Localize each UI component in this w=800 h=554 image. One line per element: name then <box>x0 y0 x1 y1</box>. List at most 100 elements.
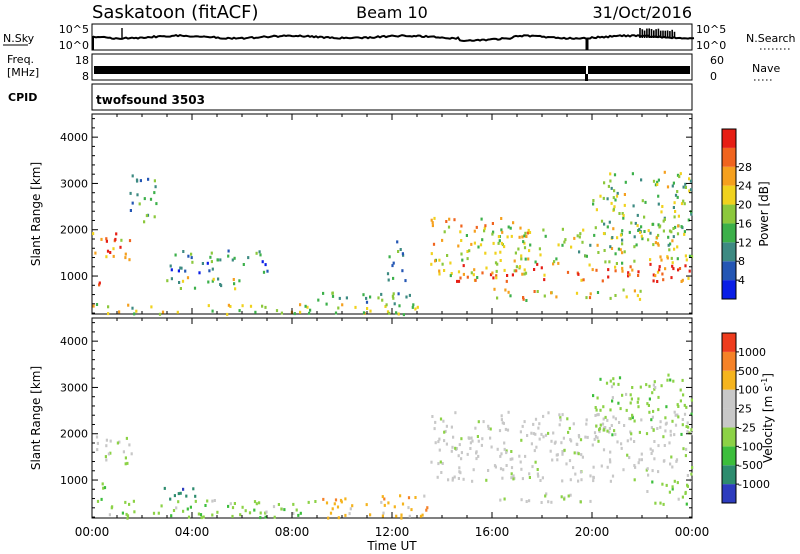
data-cell <box>202 515 205 519</box>
data-cell <box>453 218 456 222</box>
y-tick-label: 2000 <box>60 224 88 237</box>
data-cell <box>532 422 535 426</box>
data-cell <box>629 265 632 269</box>
data-cell <box>293 312 296 316</box>
data-cell <box>544 234 547 238</box>
data-cell <box>392 292 395 296</box>
data-cell <box>154 185 157 189</box>
data-cell <box>628 417 631 421</box>
data-cell <box>611 433 614 437</box>
data-cell <box>597 251 600 254</box>
data-cell <box>460 239 463 242</box>
data-cell <box>547 500 550 504</box>
data-cell <box>266 269 269 273</box>
data-cell <box>667 243 670 247</box>
data-cell <box>522 297 525 301</box>
data-cell <box>607 275 610 279</box>
data-cell <box>543 278 546 282</box>
colorbar-swatch <box>722 370 736 390</box>
data-cell <box>521 272 524 276</box>
data-cell <box>633 289 636 293</box>
data-cell <box>592 479 595 483</box>
data-cell <box>262 270 266 274</box>
data-cell <box>609 460 612 464</box>
data-cell <box>652 273 655 277</box>
data-cell <box>657 194 660 198</box>
data-cell <box>630 397 633 401</box>
data-cell <box>603 249 606 252</box>
data-cell <box>498 429 502 433</box>
data-cell <box>595 268 598 272</box>
data-cell <box>153 179 156 183</box>
data-cell <box>614 294 617 297</box>
data-cell <box>496 296 499 300</box>
data-cell <box>612 196 615 200</box>
data-cell <box>524 454 527 458</box>
data-cell <box>649 262 652 266</box>
data-cell <box>476 435 479 438</box>
data-cell <box>444 429 447 433</box>
data-cell <box>671 261 674 265</box>
time-tick-label: 16:00 <box>475 525 510 539</box>
data-cell <box>658 268 661 272</box>
data-cell <box>620 446 623 450</box>
data-cell <box>568 459 572 463</box>
data-cell <box>650 452 653 455</box>
data-cell <box>672 267 675 271</box>
data-cell <box>643 215 646 219</box>
data-cell <box>521 424 524 428</box>
colorbar-tick-label: 100 <box>738 384 759 397</box>
data-cell <box>101 482 104 486</box>
data-cell <box>635 243 638 247</box>
data-cell <box>633 419 636 423</box>
data-cell <box>522 296 525 299</box>
data-cell <box>408 514 411 518</box>
data-cell <box>460 224 463 228</box>
data-cell <box>631 386 634 389</box>
data-cell <box>557 243 560 247</box>
data-cell <box>563 497 566 501</box>
data-cell <box>603 222 606 226</box>
data-cell <box>184 269 187 273</box>
data-cell <box>599 423 602 427</box>
velocity-colorbar-units-end: ] <box>761 373 775 378</box>
data-cell <box>386 272 390 276</box>
data-cell <box>677 214 680 218</box>
data-cell <box>598 429 601 433</box>
data-cell <box>596 291 600 294</box>
data-cell <box>640 458 643 462</box>
colorbar-tick-label: 8 <box>738 255 745 268</box>
data-cell <box>523 234 526 238</box>
data-cell <box>576 443 579 446</box>
data-cell <box>636 224 639 228</box>
data-cell <box>684 492 687 495</box>
data-cell <box>169 264 172 268</box>
data-cell <box>434 441 437 445</box>
data-cell <box>481 271 484 275</box>
data-cell <box>107 312 110 316</box>
data-cell <box>637 397 640 401</box>
data-cell <box>392 276 395 280</box>
data-cell <box>659 255 662 259</box>
data-cell <box>498 239 501 243</box>
data-cell <box>680 432 683 436</box>
data-cell <box>589 474 592 478</box>
data-cell <box>687 276 690 280</box>
data-cell <box>306 305 309 309</box>
data-cell <box>542 228 545 232</box>
data-cell <box>475 225 478 229</box>
data-cell <box>124 500 127 504</box>
data-cell <box>602 448 606 452</box>
data-cell <box>416 305 419 309</box>
data-cell <box>398 304 401 308</box>
data-cell <box>514 251 517 255</box>
data-cell <box>348 512 351 516</box>
data-cell <box>673 479 676 483</box>
data-cell <box>344 513 347 517</box>
data-cell <box>186 507 189 511</box>
data-cell <box>606 429 609 433</box>
data-cell <box>338 296 341 300</box>
data-cell <box>337 516 340 520</box>
data-cell <box>623 424 626 427</box>
data-cell <box>501 476 504 480</box>
